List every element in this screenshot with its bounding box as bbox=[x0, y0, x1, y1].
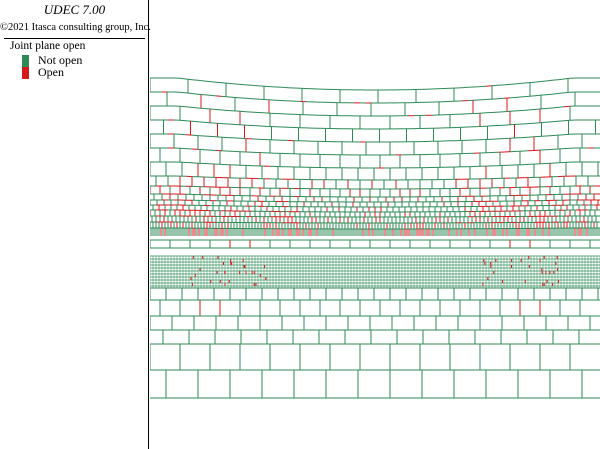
joint-segment bbox=[527, 95, 535, 97]
joint-segment bbox=[521, 109, 529, 111]
joint-segment bbox=[557, 106, 565, 108]
joint-segment bbox=[209, 122, 217, 124]
joint-segment bbox=[557, 78, 565, 81]
joint-segment bbox=[239, 83, 247, 86]
joint-segment bbox=[197, 79, 205, 82]
joint-segment bbox=[179, 105, 187, 108]
block-model-plot bbox=[150, 77, 600, 399]
joint-segment bbox=[191, 134, 199, 137]
joint-segment bbox=[551, 134, 559, 137]
joint-segment bbox=[515, 82, 523, 85]
joint-segment bbox=[227, 82, 235, 85]
legend-title: Joint plane open bbox=[10, 40, 86, 52]
legend-divider bbox=[4, 38, 145, 39]
joint-segment bbox=[503, 83, 511, 86]
joint-segment bbox=[539, 108, 547, 110]
joint-segment bbox=[527, 109, 535, 111]
joint-segment bbox=[563, 133, 571, 136]
joint-segment bbox=[191, 106, 199, 109]
legend-label-open: Open bbox=[38, 65, 64, 79]
joint-segment bbox=[521, 82, 529, 84]
joint-segment bbox=[185, 120, 193, 122]
joint-segment bbox=[533, 94, 541, 97]
joint-segment bbox=[545, 93, 553, 96]
joint-segment bbox=[251, 84, 259, 87]
joint-segment bbox=[563, 91, 571, 94]
joint-segment bbox=[545, 107, 553, 109]
joint-segment bbox=[179, 119, 187, 122]
joint-segment bbox=[209, 108, 217, 110]
legend-label-not-open: Not open bbox=[38, 53, 83, 67]
joint-segment bbox=[509, 96, 517, 99]
legend-swatch-not-open bbox=[22, 55, 29, 67]
joint-segment bbox=[221, 82, 229, 84]
joint-segment bbox=[179, 77, 187, 80]
joint-segment bbox=[203, 108, 211, 110]
copyright-text: ©2021 Itasca consulting group, Inc. bbox=[0, 22, 151, 33]
joint-segment bbox=[203, 80, 211, 83]
joint-segment bbox=[215, 95, 223, 97]
joint-segment bbox=[191, 120, 199, 123]
joint-segment bbox=[557, 92, 565, 94]
joint-segment bbox=[185, 92, 193, 94]
joint-segment bbox=[551, 106, 559, 109]
joint-segment bbox=[527, 81, 535, 84]
joint-segment bbox=[185, 106, 193, 108]
joint-segment bbox=[221, 95, 229, 98]
joint-segment bbox=[515, 96, 523, 98]
joint-segment bbox=[521, 95, 529, 98]
joint-segment bbox=[491, 84, 499, 87]
joint-segment bbox=[533, 122, 541, 124]
model-viewport[interactable] bbox=[150, 0, 600, 449]
joint-segment bbox=[209, 81, 217, 83]
joint-segment bbox=[179, 133, 187, 136]
joint-network bbox=[150, 77, 600, 399]
joint-segment bbox=[563, 105, 571, 108]
joint-segment bbox=[509, 83, 517, 85]
joint-segment bbox=[197, 107, 205, 109]
joint-segment bbox=[227, 96, 235, 98]
joint-segment bbox=[551, 120, 559, 123]
legend-swatch-open bbox=[22, 67, 29, 79]
joint-segment bbox=[563, 77, 571, 80]
joint-segment bbox=[551, 93, 559, 95]
joint-segment bbox=[539, 80, 547, 83]
app-title: UDEC 7.00 bbox=[43, 2, 106, 17]
joint-segment bbox=[533, 81, 541, 83]
joint-segment bbox=[557, 120, 565, 122]
joint-segment bbox=[545, 79, 553, 82]
joint-segment bbox=[539, 121, 547, 124]
joint-segment bbox=[191, 93, 199, 95]
legend-panel: UDEC 7.00 ©2021 Itasca consulting group,… bbox=[0, 0, 151, 449]
joint-segment bbox=[191, 79, 199, 81]
joint-segment bbox=[185, 78, 193, 81]
joint-segment bbox=[203, 121, 211, 124]
joint-segment bbox=[215, 109, 223, 111]
joint-segment bbox=[179, 91, 187, 94]
joint-segment bbox=[221, 109, 229, 111]
joint-segment bbox=[233, 83, 241, 85]
joint-segment bbox=[233, 96, 241, 99]
joint-segment bbox=[533, 108, 541, 110]
joint-segment bbox=[551, 79, 559, 81]
joint-segment bbox=[203, 94, 211, 96]
joint-segment bbox=[215, 81, 223, 84]
joint-segment bbox=[563, 119, 571, 122]
joint-segment bbox=[209, 94, 217, 97]
